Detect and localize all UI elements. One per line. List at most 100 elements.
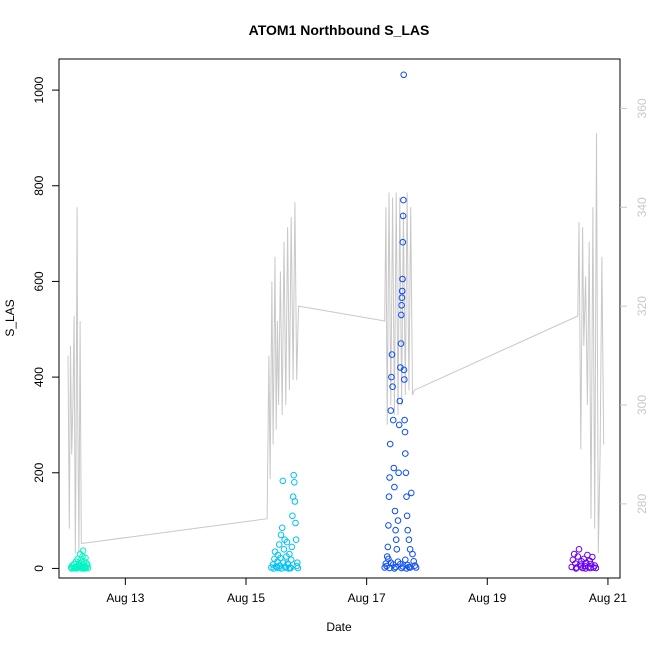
data-point-2-42 [404, 526, 412, 534]
data-point-2-5 [385, 493, 393, 501]
data-point-1-39 [287, 564, 294, 572]
data-point-2-14 [391, 483, 398, 491]
data-point-1-9 [277, 554, 284, 562]
data-point-1-7 [275, 541, 283, 548]
x-tick-label: Aug 19 [468, 591, 506, 605]
data-point-0-28 [71, 564, 78, 572]
data-point-2-4 [385, 522, 392, 529]
data-point-0-29 [78, 565, 86, 572]
y-tick-label: 200 [32, 462, 46, 482]
data-point-1-14 [280, 546, 288, 553]
x-tick-label: Aug 15 [227, 591, 265, 605]
data-point-2-65 [405, 563, 413, 571]
data-point-2-31 [399, 212, 407, 220]
data-point-1-27 [291, 479, 298, 486]
y-tick-label: 600 [32, 271, 46, 291]
y2-axis: 280 300 320 340 360 [620, 98, 649, 514]
x-tick-label: Aug 17 [348, 591, 386, 605]
data-point-1-26 [290, 471, 298, 479]
data-point-0-31 [74, 563, 81, 571]
data-point-0-30 [81, 565, 89, 572]
data-point-2-7 [386, 440, 394, 448]
data-point-2-62 [391, 565, 398, 572]
data-point-2-8 [387, 407, 395, 414]
data-point-1-29 [292, 519, 299, 527]
data-point-2-32 [400, 196, 407, 204]
data-point-2-28 [398, 287, 406, 295]
chart-title: ATOM1 Northbound S_LAS [249, 22, 430, 38]
y-axis-label: S_LAS [3, 299, 17, 336]
data-point-2-22 [396, 397, 404, 405]
data-point-2-33 [400, 71, 408, 79]
y-tick-label: 400 [32, 367, 46, 387]
data-point-3-17 [589, 553, 596, 561]
data-point-2-39 [402, 469, 410, 477]
data-point-2-16 [392, 526, 399, 534]
data-point-1-18 [283, 538, 291, 546]
data-point-2-49 [412, 564, 420, 571]
data-point-1-22 [287, 556, 295, 564]
data-point-2-37 [401, 428, 409, 436]
data-point-3-6 [575, 546, 583, 553]
data-point-2-58 [402, 556, 409, 564]
plot-box [58, 58, 621, 579]
data-point-2-17 [392, 536, 400, 544]
data-point-3-23 [582, 565, 589, 572]
data-point-2-0 [381, 564, 389, 571]
data-point-2-46 [409, 550, 416, 558]
x-tick-label: Aug 13 [106, 591, 144, 605]
data-point-2-21 [395, 421, 403, 429]
data-point-1-20 [286, 550, 293, 558]
data-point-3-0 [568, 563, 576, 571]
data-point-2-38 [402, 450, 409, 457]
data-point-2-47 [410, 558, 418, 565]
data-point-2-13 [390, 464, 398, 472]
data-point-0-25 [84, 564, 92, 572]
y2-tick-label: 340 [635, 197, 649, 217]
data-point-1-11 [278, 524, 286, 532]
data-point-0-16 [79, 547, 87, 555]
x-axis-label: Date [326, 620, 352, 634]
data-point-1-32 [294, 559, 301, 567]
data-point-3-5 [574, 553, 582, 560]
data-point-1-41 [273, 563, 281, 571]
data-point-2-11 [389, 383, 396, 391]
data-point-1-37 [282, 564, 290, 571]
y2-tick-label: 300 [635, 395, 649, 415]
data-point-3-24 [587, 564, 594, 572]
data-point-2-27 [398, 294, 406, 302]
data-point-2-36 [401, 416, 408, 424]
data-point-2-9 [388, 373, 395, 381]
data-point-3-3 [572, 560, 579, 567]
x-tick-label: Aug 21 [589, 591, 627, 605]
data-point-1-33 [294, 564, 302, 572]
data-point-1-28 [291, 498, 299, 505]
y-axis: 0 200 400 600 800 1000 [32, 76, 59, 572]
data-point-1-40 [284, 560, 291, 567]
data-point-2-61 [386, 564, 393, 572]
data-point-2-45 [408, 489, 415, 497]
right-axis-line-layer [67, 133, 605, 554]
right-axis-line [67, 133, 605, 554]
x-axis: Aug 13 Aug 15 Aug 17 Aug 19 Aug 21 [106, 578, 627, 605]
data-point-2-12 [389, 416, 397, 424]
data-point-2-26 [398, 302, 405, 309]
y2-tick-label: 280 [635, 494, 649, 514]
data-point-2-30 [399, 238, 407, 246]
y2-tick-label: 320 [635, 296, 649, 316]
data-point-2-63 [398, 564, 405, 572]
data-point-2-43 [405, 536, 413, 544]
points-layer [67, 71, 600, 572]
data-point-1-30 [292, 536, 300, 544]
y-tick-label: 1000 [32, 76, 46, 103]
data-point-2-15 [391, 507, 399, 515]
y-tick-label: 0 [32, 565, 46, 572]
data-point-2-6 [386, 474, 393, 481]
data-point-1-12 [279, 477, 287, 485]
data-point-1-34 [270, 565, 278, 572]
data-point-0-27 [68, 565, 75, 572]
data-point-2-54 [392, 563, 399, 571]
data-point-2-18 [393, 546, 401, 553]
y2-tick-label: 360 [635, 98, 649, 118]
